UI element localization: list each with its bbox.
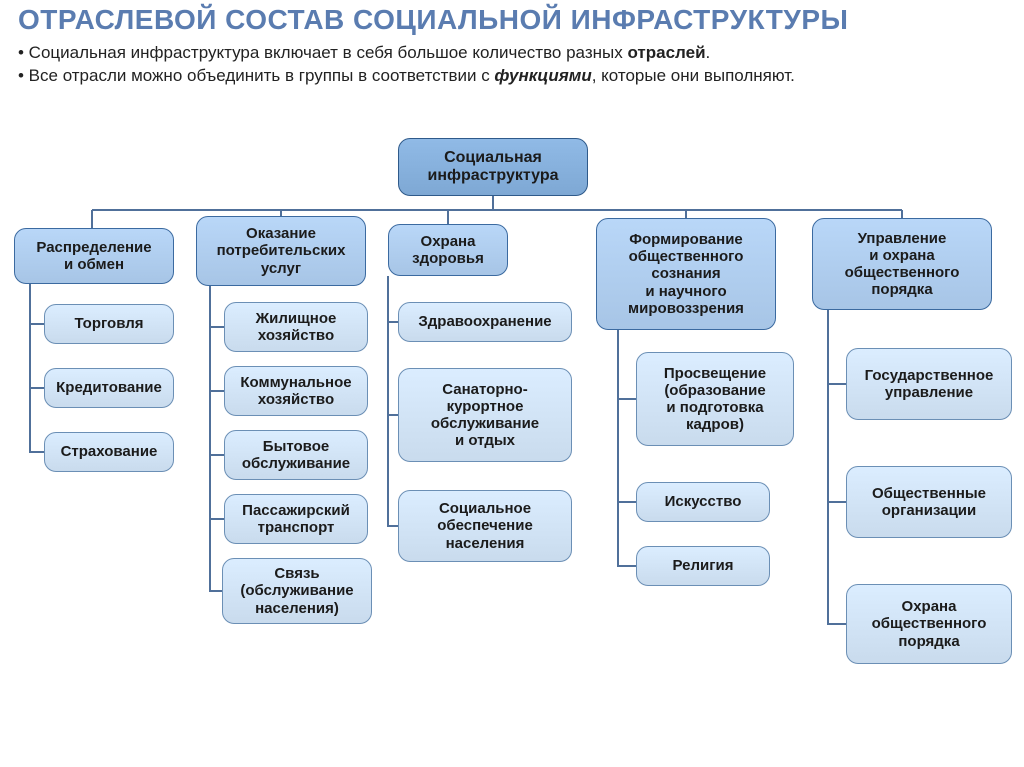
connector — [901, 210, 903, 218]
connector — [30, 323, 44, 325]
category-node: Охраназдоровья — [388, 224, 508, 276]
connector — [210, 518, 224, 520]
leaf-node: Общественныеорганизации — [846, 466, 1012, 538]
connector — [828, 623, 846, 625]
page-title: ОТРАСЛЕВОЙ СОСТАВ СОЦИАЛЬНОЙ ИНФРАСТРУКТ… — [18, 4, 1006, 36]
bullet-1: • Социальная инфраструктура включает в с… — [18, 42, 1006, 65]
connector — [91, 210, 93, 228]
connector — [828, 383, 846, 385]
bullet1-c: . — [706, 43, 711, 62]
connector — [210, 326, 224, 328]
connector — [618, 398, 636, 400]
category-node: Распределениеи обмен — [14, 228, 174, 284]
leaf-node: Страхование — [44, 432, 174, 472]
connector — [388, 414, 398, 416]
leaf-node: Искусство — [636, 482, 770, 522]
connector — [828, 501, 846, 503]
leaf-node: Здравоохранение — [398, 302, 572, 342]
bullet2-c: , которые они выполняют. — [592, 66, 795, 85]
bullet1-a: • Социальная инфраструктура включает в с… — [18, 43, 627, 62]
leaf-node: Государственноеуправление — [846, 348, 1012, 420]
category-node: Управлениеи охранаобщественногопорядка — [812, 218, 992, 310]
leaf-node: Религия — [636, 546, 770, 586]
leaf-node: Бытовоеобслуживание — [224, 430, 368, 480]
connector — [827, 310, 829, 625]
connector — [30, 387, 44, 389]
connector — [210, 454, 224, 456]
leaf-node: Охранаобщественногопорядка — [846, 584, 1012, 664]
connector — [210, 390, 224, 392]
category-node: Формированиеобщественногосознанияи научн… — [596, 218, 776, 330]
connector — [210, 590, 222, 592]
connector — [388, 525, 398, 527]
connector — [209, 286, 211, 592]
connector — [618, 501, 636, 503]
connector — [492, 196, 494, 210]
leaf-node: Санаторно-курортноеобслуживаниеи отдых — [398, 368, 572, 462]
leaf-node: Коммунальноехозяйство — [224, 366, 368, 416]
leaf-node: Просвещение(образованиеи подготовкакадро… — [636, 352, 794, 446]
connector — [618, 565, 636, 567]
connector — [30, 451, 44, 453]
connector — [387, 276, 389, 527]
connector — [92, 209, 902, 211]
connector — [617, 330, 619, 567]
bullet2-a: • Все отрасли можно объединить в группы … — [18, 66, 494, 85]
leaf-node: Социальноеобеспечениенаселения — [398, 490, 572, 562]
category-node: Оказаниепотребительскихуслуг — [196, 216, 366, 286]
connector — [685, 210, 687, 218]
leaf-node: Пассажирскийтранспорт — [224, 494, 368, 544]
connector — [447, 210, 449, 224]
leaf-node: Торговля — [44, 304, 174, 344]
bullet1-b: отраслей — [627, 43, 705, 62]
bullet2-b: функциями — [494, 66, 591, 85]
intro-bullets: • Социальная инфраструктура включает в с… — [18, 42, 1006, 88]
connector — [388, 321, 398, 323]
leaf-node: Связь(обслуживаниенаселения) — [222, 558, 372, 624]
root-node: Социальнаяинфраструктура — [398, 138, 588, 196]
bullet-2: • Все отрасли можно объединить в группы … — [18, 65, 1006, 88]
leaf-node: Жилищноехозяйство — [224, 302, 368, 352]
leaf-node: Кредитование — [44, 368, 174, 408]
connector — [29, 284, 31, 453]
